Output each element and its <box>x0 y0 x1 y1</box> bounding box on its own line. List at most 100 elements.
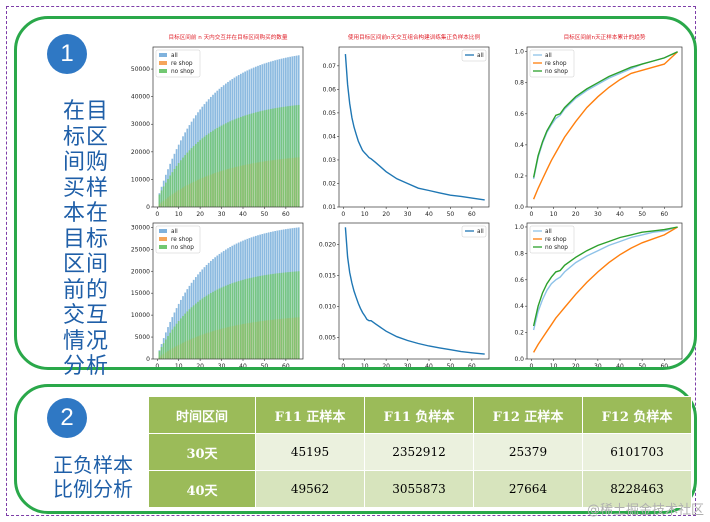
legend: all re shop no shop <box>529 49 575 78</box>
bar <box>257 111 259 207</box>
x-tick-label: 50 <box>447 211 455 218</box>
bar <box>188 309 191 359</box>
legend-label: no shop <box>171 69 194 75</box>
bar <box>218 126 221 207</box>
y-tick-label: 0 <box>146 356 150 363</box>
section-2-title: 正负样本 比例分析 <box>53 453 143 501</box>
x-tick-label: 40 <box>616 363 624 367</box>
chart-title: 目标区间前 n 天内交互并在目标区间购买的数量 <box>169 33 288 41</box>
y-tick-label: 10000 <box>131 312 150 319</box>
legend-label: no shop <box>171 245 194 251</box>
bar <box>229 283 231 359</box>
bar <box>207 294 210 359</box>
section-2-title-line: 比例分析 <box>53 477 133 501</box>
bar <box>177 321 180 359</box>
chart-1: 目标区间前 n 天内交互并在目标区间购买的数量 0 10 20 30 40 50 60 0 100… <box>131 33 304 218</box>
bar <box>162 343 165 359</box>
bar <box>205 295 208 359</box>
legend: all re shop no shop <box>155 225 201 254</box>
section-1-panel: 1 在目 标区 间购 买样 本在 目标 区间 前的 交互 情况 分析 目标区间前 n 天内交互并在目… <box>14 16 697 379</box>
bar <box>169 332 171 359</box>
bar <box>297 104 300 207</box>
bar <box>220 125 223 207</box>
x-tick-label: 20 <box>382 211 390 218</box>
x-tick-label: 20 <box>572 363 580 367</box>
bar <box>216 289 219 359</box>
bar <box>190 307 193 359</box>
bar <box>182 315 184 359</box>
bar <box>225 285 227 359</box>
x-tick-label: 30 <box>404 363 412 367</box>
table-cell: 6101703 <box>582 433 692 471</box>
legend-swatch <box>159 53 167 57</box>
legend: all <box>461 49 487 62</box>
plot-frame <box>338 46 490 208</box>
bar <box>192 305 195 359</box>
chart-3: 目标区间前n天正样本累计的趋势 0 10 20 30 40 50 60 0.0 0.2 0.4 0.6… <box>514 33 683 218</box>
bar <box>248 114 251 207</box>
line-series-all <box>344 54 485 201</box>
bar <box>180 160 182 207</box>
legend-label: all <box>477 229 484 235</box>
x-tick-label: 30 <box>594 363 602 367</box>
bar <box>246 114 249 207</box>
y-tick-label: 25000 <box>131 246 150 253</box>
bar <box>233 282 236 359</box>
watermark: @稀土掘金技术社区 <box>586 503 704 518</box>
y-tick-label: 0.03 <box>323 157 337 164</box>
bar <box>293 271 296 359</box>
row-header-cell: 40天 <box>148 470 256 508</box>
y-tick-label: 0.2 <box>514 330 524 337</box>
bar <box>222 124 225 207</box>
bar <box>167 336 169 359</box>
y-tick-label: 0.0 <box>514 356 524 363</box>
bar <box>235 118 238 207</box>
bar <box>235 281 238 359</box>
table-cell: 3055873 <box>364 470 474 508</box>
bar <box>167 178 169 207</box>
bar <box>263 275 266 359</box>
bar <box>158 194 161 207</box>
line-series-no-shop <box>532 226 678 327</box>
table-row: 30天 45195 2352912 25379 6101703 <box>148 433 692 471</box>
bar <box>203 136 206 207</box>
y-tick-label: 0.06 <box>323 86 337 93</box>
table-cell: 45195 <box>255 433 365 471</box>
bar <box>216 127 219 207</box>
section-1-title-line: 交互 <box>62 303 109 328</box>
legend-swatch <box>159 237 167 241</box>
bar <box>282 106 285 207</box>
bar <box>242 279 244 359</box>
x-tick-label: 60 <box>282 211 290 218</box>
y-tick-label: 0 <box>146 204 150 211</box>
x-tick-label: 60 <box>468 211 476 218</box>
bar-series-re-shop <box>158 157 300 207</box>
bar <box>201 138 204 207</box>
x-tick-label: 20 <box>572 211 580 218</box>
bar <box>242 116 244 207</box>
x-tick-label: 0 <box>155 363 159 367</box>
bar-series-all <box>158 55 300 208</box>
bar <box>214 129 216 207</box>
section-1-title-line: 买样 <box>62 175 109 201</box>
table-header-row: 时间区间 F11 正样本 F11 负样本 F12 正样本 F12 负样本 <box>148 396 692 434</box>
bar <box>267 274 270 359</box>
bar <box>229 121 231 207</box>
chart-2: 使用目标区间前n天交互组合构建训练集正负样本比例 0 10 20 30 40 50 60 0.0… <box>323 33 490 218</box>
section-1-title-line: 在目 <box>62 99 109 124</box>
x-tick-label: 10 <box>550 211 558 218</box>
bar <box>165 182 167 207</box>
chart-6: 0 10 20 30 40 50 60 0.0 0.2 0.4 0.6 0.8 1.0 all re sho… <box>514 222 683 367</box>
x-tick-label: 10 <box>550 363 558 367</box>
bar <box>272 108 274 207</box>
y-tick-label: 0.6 <box>514 111 524 118</box>
bar <box>160 190 163 207</box>
bar <box>186 311 189 359</box>
y-tick-label: 0.010 <box>319 303 336 310</box>
legend-swatch <box>159 69 167 73</box>
bar <box>173 168 176 207</box>
bar <box>201 298 204 359</box>
legend: all re shop no shop <box>155 49 201 78</box>
bar <box>203 297 206 359</box>
